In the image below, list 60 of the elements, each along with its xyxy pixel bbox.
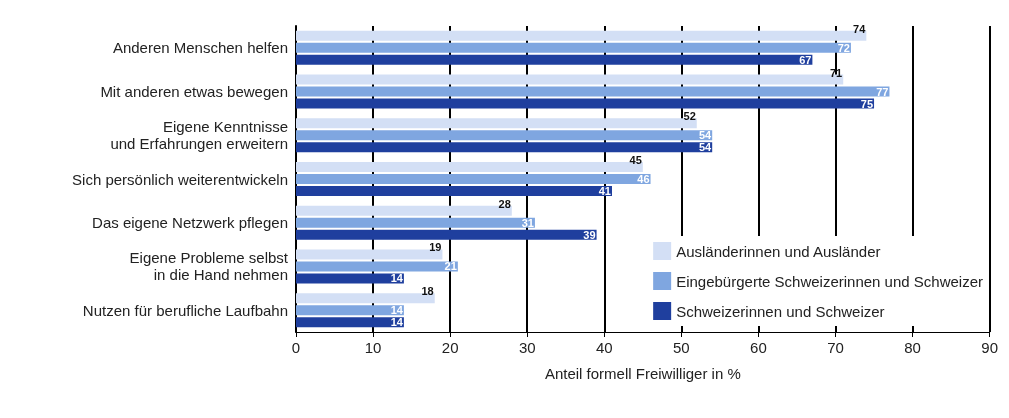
data-label: 18 [421,285,434,298]
data-label: 19 [429,241,442,254]
data-label: 21 [444,260,457,273]
x-tick-label: 40 [595,339,613,356]
x-axis-title: Anteil formell Freiwilliger in % [544,365,741,382]
y-tick-label: Mit anderen etwas bewegen [100,83,288,101]
bar [296,118,697,129]
data-label: 75 [860,97,874,110]
bar [296,142,713,153]
data-label: 14 [390,304,404,317]
data-label: 71 [829,66,843,79]
bar [296,305,404,316]
bar [296,261,458,272]
data-label: 67 [799,53,812,66]
data-label: 77 [876,85,889,98]
bar [296,54,813,65]
data-label: 54 [698,141,713,154]
data-label: 14 [390,316,404,329]
data-label: 31 [521,216,534,229]
data-label: 28 [498,197,511,210]
data-label: 72 [837,41,850,54]
data-label: 46 [637,173,650,185]
bar [296,98,875,109]
bar [296,273,404,284]
y-tick-label: Das eigene Netzwerk pflegen [92,214,288,232]
bar [296,293,435,304]
x-tick-label: 10 [364,339,382,356]
x-tick-label: 50 [673,339,690,356]
bar [296,317,404,328]
bar [296,217,535,228]
x-tick-label: 80 [904,339,921,356]
y-tick-label: Nutzen für berufliche Laufbahn [82,301,288,319]
x-tick-label: 70 [827,339,844,356]
data-label: 54 [698,129,713,142]
bar [296,162,643,172]
legend-label: Ausländerinnen und Ausländer [676,242,881,260]
y-tick-label: Eigene Probleme selbst in die Hand nehmen [129,249,289,284]
legend-label: Eingebürgerte Schweizerinnen und Schweizer [676,272,984,290]
data-label: 52 [683,110,696,123]
data-label: 39 [583,228,596,241]
bar [296,249,443,260]
bar [296,86,890,97]
data-label: 74 [853,22,867,35]
data-label: 14 [390,272,404,285]
data-label: 45 [629,154,642,166]
bar [296,174,651,184]
legend-label: Schweizerinnen und Schweizer [676,302,885,320]
x-tick-label: 90 [981,339,998,356]
x-tick-label: 20 [441,339,459,356]
bar [296,186,612,196]
bar [296,229,597,240]
bar [296,42,851,53]
bar [296,130,713,141]
y-tick-label: Sich persönlich weiterentwickeln [72,170,288,188]
x-tick-label: 60 [750,339,767,356]
y-tick-label: Anderen Menschen helfen [112,39,288,57]
data-label: 41 [598,185,611,197]
x-tick-label: 30 [518,339,536,356]
x-tick-label: 0 [291,339,301,356]
y-tick-label: Eigene Kenntnisse und Erfahrungen erweitern [110,118,288,153]
